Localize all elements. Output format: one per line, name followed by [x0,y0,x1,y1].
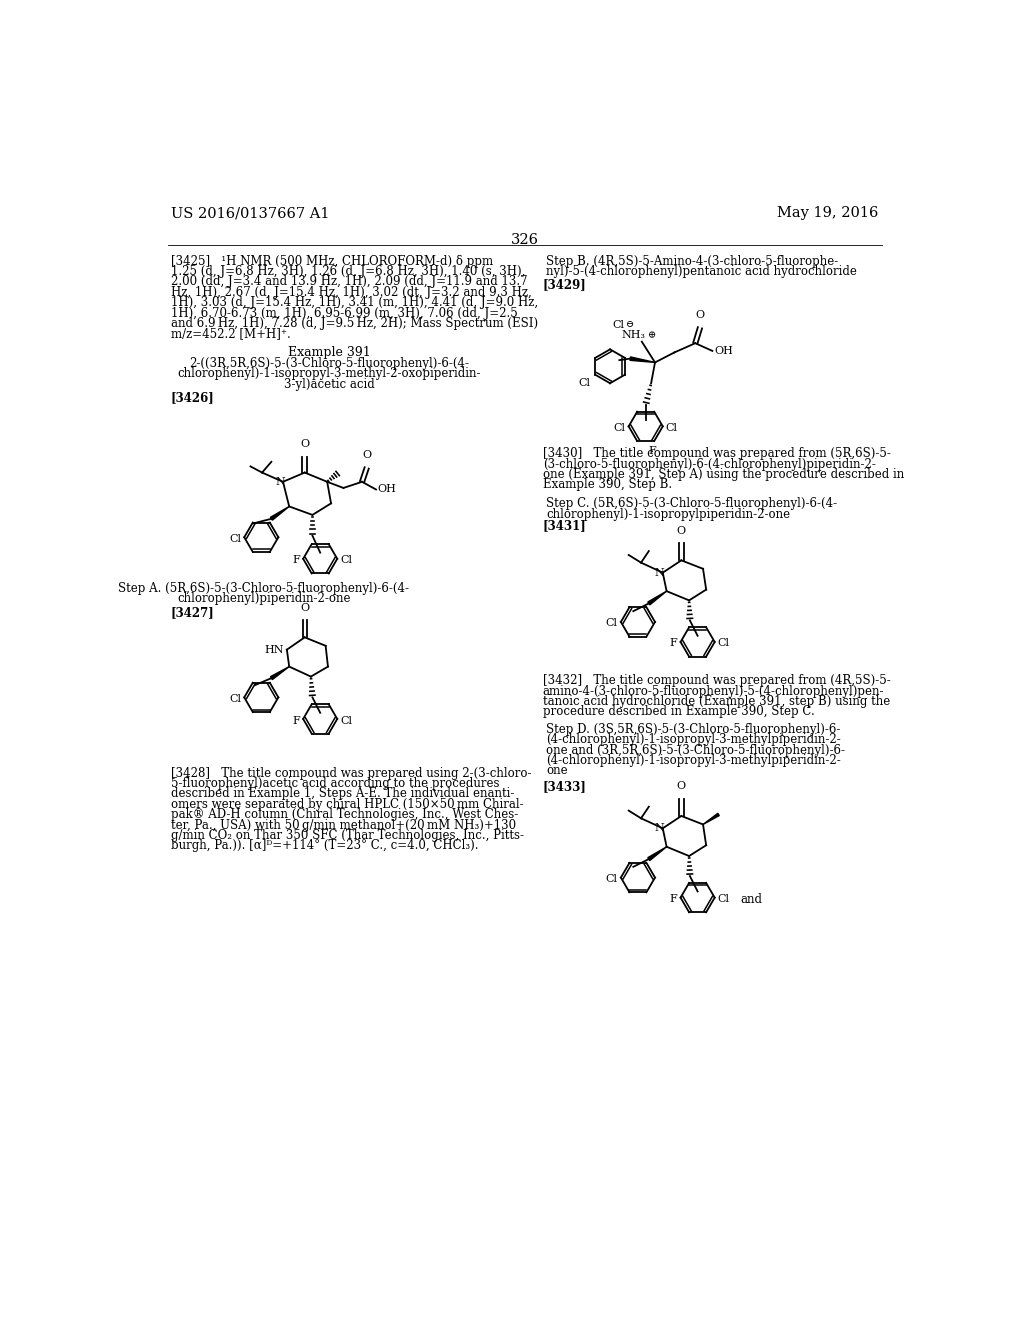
Text: ⊕: ⊕ [648,331,656,341]
Text: [3426]: [3426] [171,391,214,404]
Text: [3428]   The title compound was prepared using 2-(3-chloro-: [3428] The title compound was prepared u… [171,767,531,780]
Text: Step B. (4R,5S)-5-Amino-4-(3-chloro-5-fluorophe-: Step B. (4R,5S)-5-Amino-4-(3-chloro-5-fl… [547,255,839,268]
Text: one and (3R,5R,6S)-5-(3-Chloro-5-fluorophenyl)-6-: one and (3R,5R,6S)-5-(3-Chloro-5-fluorop… [547,743,846,756]
Text: Step D. (3S,5R,6S)-5-(3-Chloro-5-fluorophenyl)-6-: Step D. (3S,5R,6S)-5-(3-Chloro-5-fluorop… [547,723,841,735]
Text: Cl: Cl [718,639,730,648]
Text: US 2016/0137667 A1: US 2016/0137667 A1 [171,206,329,220]
Text: 1H), 3.03 (d, J=15.4 Hz, 1H), 3.41 (m, 1H), 4.41 (d, J=9.0 Hz,: 1H), 3.03 (d, J=15.4 Hz, 1H), 3.41 (m, 1… [171,296,538,309]
Text: Step C. (5R,6S)-5-(3-Chloro-5-fluorophenyl)-6-(4-: Step C. (5R,6S)-5-(3-Chloro-5-fluorophen… [547,498,838,511]
Text: one (Example 391, Step A) using the procedure described in: one (Example 391, Step A) using the proc… [543,469,904,480]
Text: F: F [670,894,678,904]
Text: OH: OH [714,346,733,356]
Text: [3430]   The title compound was prepared from (5R,6S)-5-: [3430] The title compound was prepared f… [543,447,891,461]
Text: ⊖: ⊖ [626,321,634,329]
Polygon shape [648,591,667,605]
Text: (4-chlorophenyl)-1-isopropyl-3-methylpiperidin-2-: (4-chlorophenyl)-1-isopropyl-3-methylpip… [547,754,842,767]
Text: O: O [300,440,309,449]
Text: 1.25 (d, J=6.8 Hz, 3H), 1.26 (d, J=6.8 Hz, 3H), 1.40 (s, 3H),: 1.25 (d, J=6.8 Hz, 3H), 1.26 (d, J=6.8 H… [171,265,525,279]
Text: 326: 326 [511,234,539,247]
Text: chlorophenyl)piperidin-2-one: chlorophenyl)piperidin-2-one [177,593,350,606]
Text: omers were separated by chiral HPLC (150×50 mm Chiral-: omers were separated by chiral HPLC (150… [171,797,523,810]
Text: (3-chloro-5-fluorophenyl)-6-(4-chlorophenyl)piperidin-2-: (3-chloro-5-fluorophenyl)-6-(4-chlorophe… [543,458,876,470]
Polygon shape [648,847,667,861]
Text: Cl: Cl [606,619,617,628]
Text: Hz, 1H), 2.67 (d, J=15.4 Hz, 1H), 3.02 (dt, J=3.2 and 9.3 Hz,: Hz, 1H), 2.67 (d, J=15.4 Hz, 1H), 3.02 (… [171,286,531,298]
Text: one: one [547,764,568,777]
Text: (4-chlorophenyl)-1-isopropyl-3-methylpiperidin-2-: (4-chlorophenyl)-1-isopropyl-3-methylpip… [547,733,842,746]
Text: Cl: Cl [612,319,624,330]
Text: Step A. (5R,6S)-5-(3-Chloro-5-fluorophenyl)-6-(4-: Step A. (5R,6S)-5-(3-Chloro-5-fluorophen… [118,582,410,595]
Text: [3425]   ¹H NMR (500 MHz, CHLOROFORM-d) δ ppm: [3425] ¹H NMR (500 MHz, CHLOROFORM-d) δ … [171,255,493,268]
Text: Cl: Cl [229,533,241,544]
Text: [3433]: [3433] [543,780,587,793]
Text: Example 390, Step B.: Example 390, Step B. [543,478,672,491]
Text: Cl: Cl [666,422,678,433]
Text: [3432]   The title compound was prepared from (4R,5S)-5-: [3432] The title compound was prepared f… [543,675,891,688]
Text: Cl: Cl [613,422,626,433]
Text: 5-fluorophenyl)acetic acid according to the procedures: 5-fluorophenyl)acetic acid according to … [171,777,499,791]
Text: Cl: Cl [229,694,241,704]
Text: O: O [362,450,372,461]
Text: and 6.9 Hz, 1H), 7.28 (d, J=9.5 Hz, 2H); Mass Spectrum (ESI): and 6.9 Hz, 1H), 7.28 (d, J=9.5 Hz, 2H);… [171,317,538,330]
Text: Example 391: Example 391 [288,346,371,359]
Text: Cl: Cl [718,894,730,904]
Text: F: F [292,715,300,726]
Text: O: O [677,781,686,792]
Polygon shape [630,356,655,363]
Text: m/z=452.2 [M+H]⁺.: m/z=452.2 [M+H]⁺. [171,327,291,341]
Text: O: O [695,310,705,321]
Polygon shape [270,667,289,680]
Text: 3-yl)acetic acid: 3-yl)acetic acid [284,378,375,391]
Text: F: F [292,556,300,565]
Text: N: N [654,568,665,578]
Text: Cl: Cl [578,379,590,388]
Text: chlorophenyl)-1-isopropylpiperidin-2-one: chlorophenyl)-1-isopropylpiperidin-2-one [547,508,791,520]
Text: 2-((3R,5R,6S)-5-(3-Chloro-5-fluorophenyl)-6-(4-: 2-((3R,5R,6S)-5-(3-Chloro-5-fluorophenyl… [189,358,469,370]
Text: 1H), 6.70-6.73 (m, 1H), 6.95-6.99 (m, 3H), 7.06 (dd, J=2.5: 1H), 6.70-6.73 (m, 1H), 6.95-6.99 (m, 3H… [171,306,517,319]
Text: amino-4-(3-chloro-5-fluorophenyl)-5-(4-chlorophenyl)pen-: amino-4-(3-chloro-5-fluorophenyl)-5-(4-c… [543,685,884,698]
Polygon shape [703,813,719,825]
Text: and: and [740,892,762,906]
Text: Cl: Cl [340,715,352,726]
Text: N: N [654,824,665,833]
Text: May 19, 2016: May 19, 2016 [777,206,879,220]
Text: [3427]: [3427] [171,607,214,619]
Text: HN: HN [264,644,284,655]
Text: pak® AD-H column (Chiral Technologies, Inc., West Ches-: pak® AD-H column (Chiral Technologies, I… [171,808,518,821]
Text: chlorophenyl)-1-isopropyl-3-methyl-2-oxopiperidin-: chlorophenyl)-1-isopropyl-3-methyl-2-oxo… [178,367,481,380]
Text: Cl: Cl [340,556,352,565]
Text: tanoic acid hydrochloride (Example 391, step B) using the: tanoic acid hydrochloride (Example 391, … [543,696,890,708]
Text: 2.00 (dd, J=3.4 and 13.9 Hz, 1H), 2.09 (dd, J=11.9 and 13.7: 2.00 (dd, J=3.4 and 13.9 Hz, 1H), 2.09 (… [171,276,527,289]
Text: nyl)-5-(4-chlorophenyl)pentanoic acid hydrochloride: nyl)-5-(4-chlorophenyl)pentanoic acid hy… [547,265,857,279]
Text: burgh, Pa.)). [α]ᴰ=+114° (T=23° C., c=4.0, CHCl₃).: burgh, Pa.)). [α]ᴰ=+114° (T=23° C., c=4.… [171,840,478,853]
Text: ter, Pa., USA) with 50 g/min methanol+(20 mM NH₃)+130: ter, Pa., USA) with 50 g/min methanol+(2… [171,818,516,832]
Text: OH: OH [378,484,396,495]
Text: Cl: Cl [606,874,617,884]
Text: F: F [670,639,678,648]
Polygon shape [270,507,289,520]
Text: [3429]: [3429] [543,277,587,290]
Text: NH₃: NH₃ [622,330,646,341]
Text: O: O [300,603,309,612]
Text: N: N [275,477,285,487]
Text: [3431]: [3431] [543,519,587,532]
Text: O: O [677,525,686,536]
Text: procedure described in Example 390, Step C.: procedure described in Example 390, Step… [543,705,814,718]
Text: F: F [648,446,655,457]
Text: described in Example 1, Steps A-E. The individual enanti-: described in Example 1, Steps A-E. The i… [171,788,514,800]
Text: g/min CO₂ on Thar 350 SFC (Thar Technologies, Inc., Pitts-: g/min CO₂ on Thar 350 SFC (Thar Technolo… [171,829,523,842]
